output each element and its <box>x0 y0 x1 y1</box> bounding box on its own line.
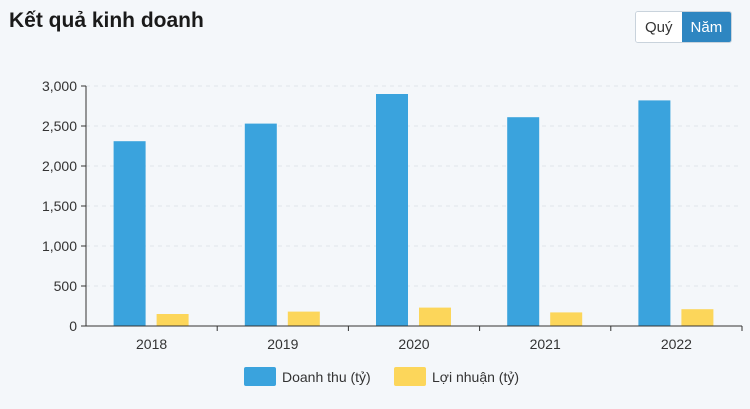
y-tick-label: 2,000 <box>42 158 77 174</box>
x-axis-ticks: 2018 2019 2020 2021 2022 <box>136 326 743 352</box>
bars <box>113 94 714 327</box>
bar-profit-2019 <box>287 311 320 326</box>
quarter-toggle-button[interactable]: Quý <box>636 12 682 42</box>
y-tick-label: 500 <box>54 278 78 294</box>
bar-profit-2018 <box>156 314 189 326</box>
x-tick-label-2018: 2018 <box>136 336 167 352</box>
y-tick-label: 0 <box>69 318 77 334</box>
bar-profit-2022 <box>681 309 714 326</box>
bar-profit-2021 <box>550 312 583 326</box>
y-tick-label: 1,000 <box>42 238 77 254</box>
axes <box>85 86 742 327</box>
bar-revenue-2020 <box>376 94 408 326</box>
legend-swatch-revenue <box>244 367 276 386</box>
legend-label-profit: Lợi nhuận (tỷ) <box>432 369 519 385</box>
x-tick-label-2022: 2022 <box>661 336 692 352</box>
bar-revenue-2022 <box>638 100 671 327</box>
grid-lines <box>86 85 742 287</box>
page-title: Kết quả kinh doanh <box>9 9 204 32</box>
legend-label-revenue: Doanh thu (tỷ) <box>282 369 371 385</box>
year-toggle-button[interactable]: Năm <box>681 12 732 42</box>
x-tick-label-2021: 2021 <box>530 336 561 352</box>
legend: Doanh thu (tỷ) Lợi nhuận (tỷ) <box>244 367 519 386</box>
bar-revenue-2019 <box>244 123 277 326</box>
y-tick-label: 3,000 <box>42 78 77 94</box>
y-axis-ticks: 0 500 1,000 1,500 2,000 2,500 3,000 <box>42 78 86 334</box>
bar-profit-2020 <box>419 307 451 326</box>
legend-swatch-profit <box>394 367 426 386</box>
bar-revenue-2018 <box>113 141 146 326</box>
y-tick-label: 2,500 <box>42 118 77 134</box>
x-tick-label-2019: 2019 <box>267 336 298 352</box>
y-tick-label: 1,500 <box>42 198 77 214</box>
x-tick-label-2020: 2020 <box>398 336 429 352</box>
bar-revenue-2021 <box>507 117 540 326</box>
period-toggle: Quý Năm <box>635 11 733 43</box>
